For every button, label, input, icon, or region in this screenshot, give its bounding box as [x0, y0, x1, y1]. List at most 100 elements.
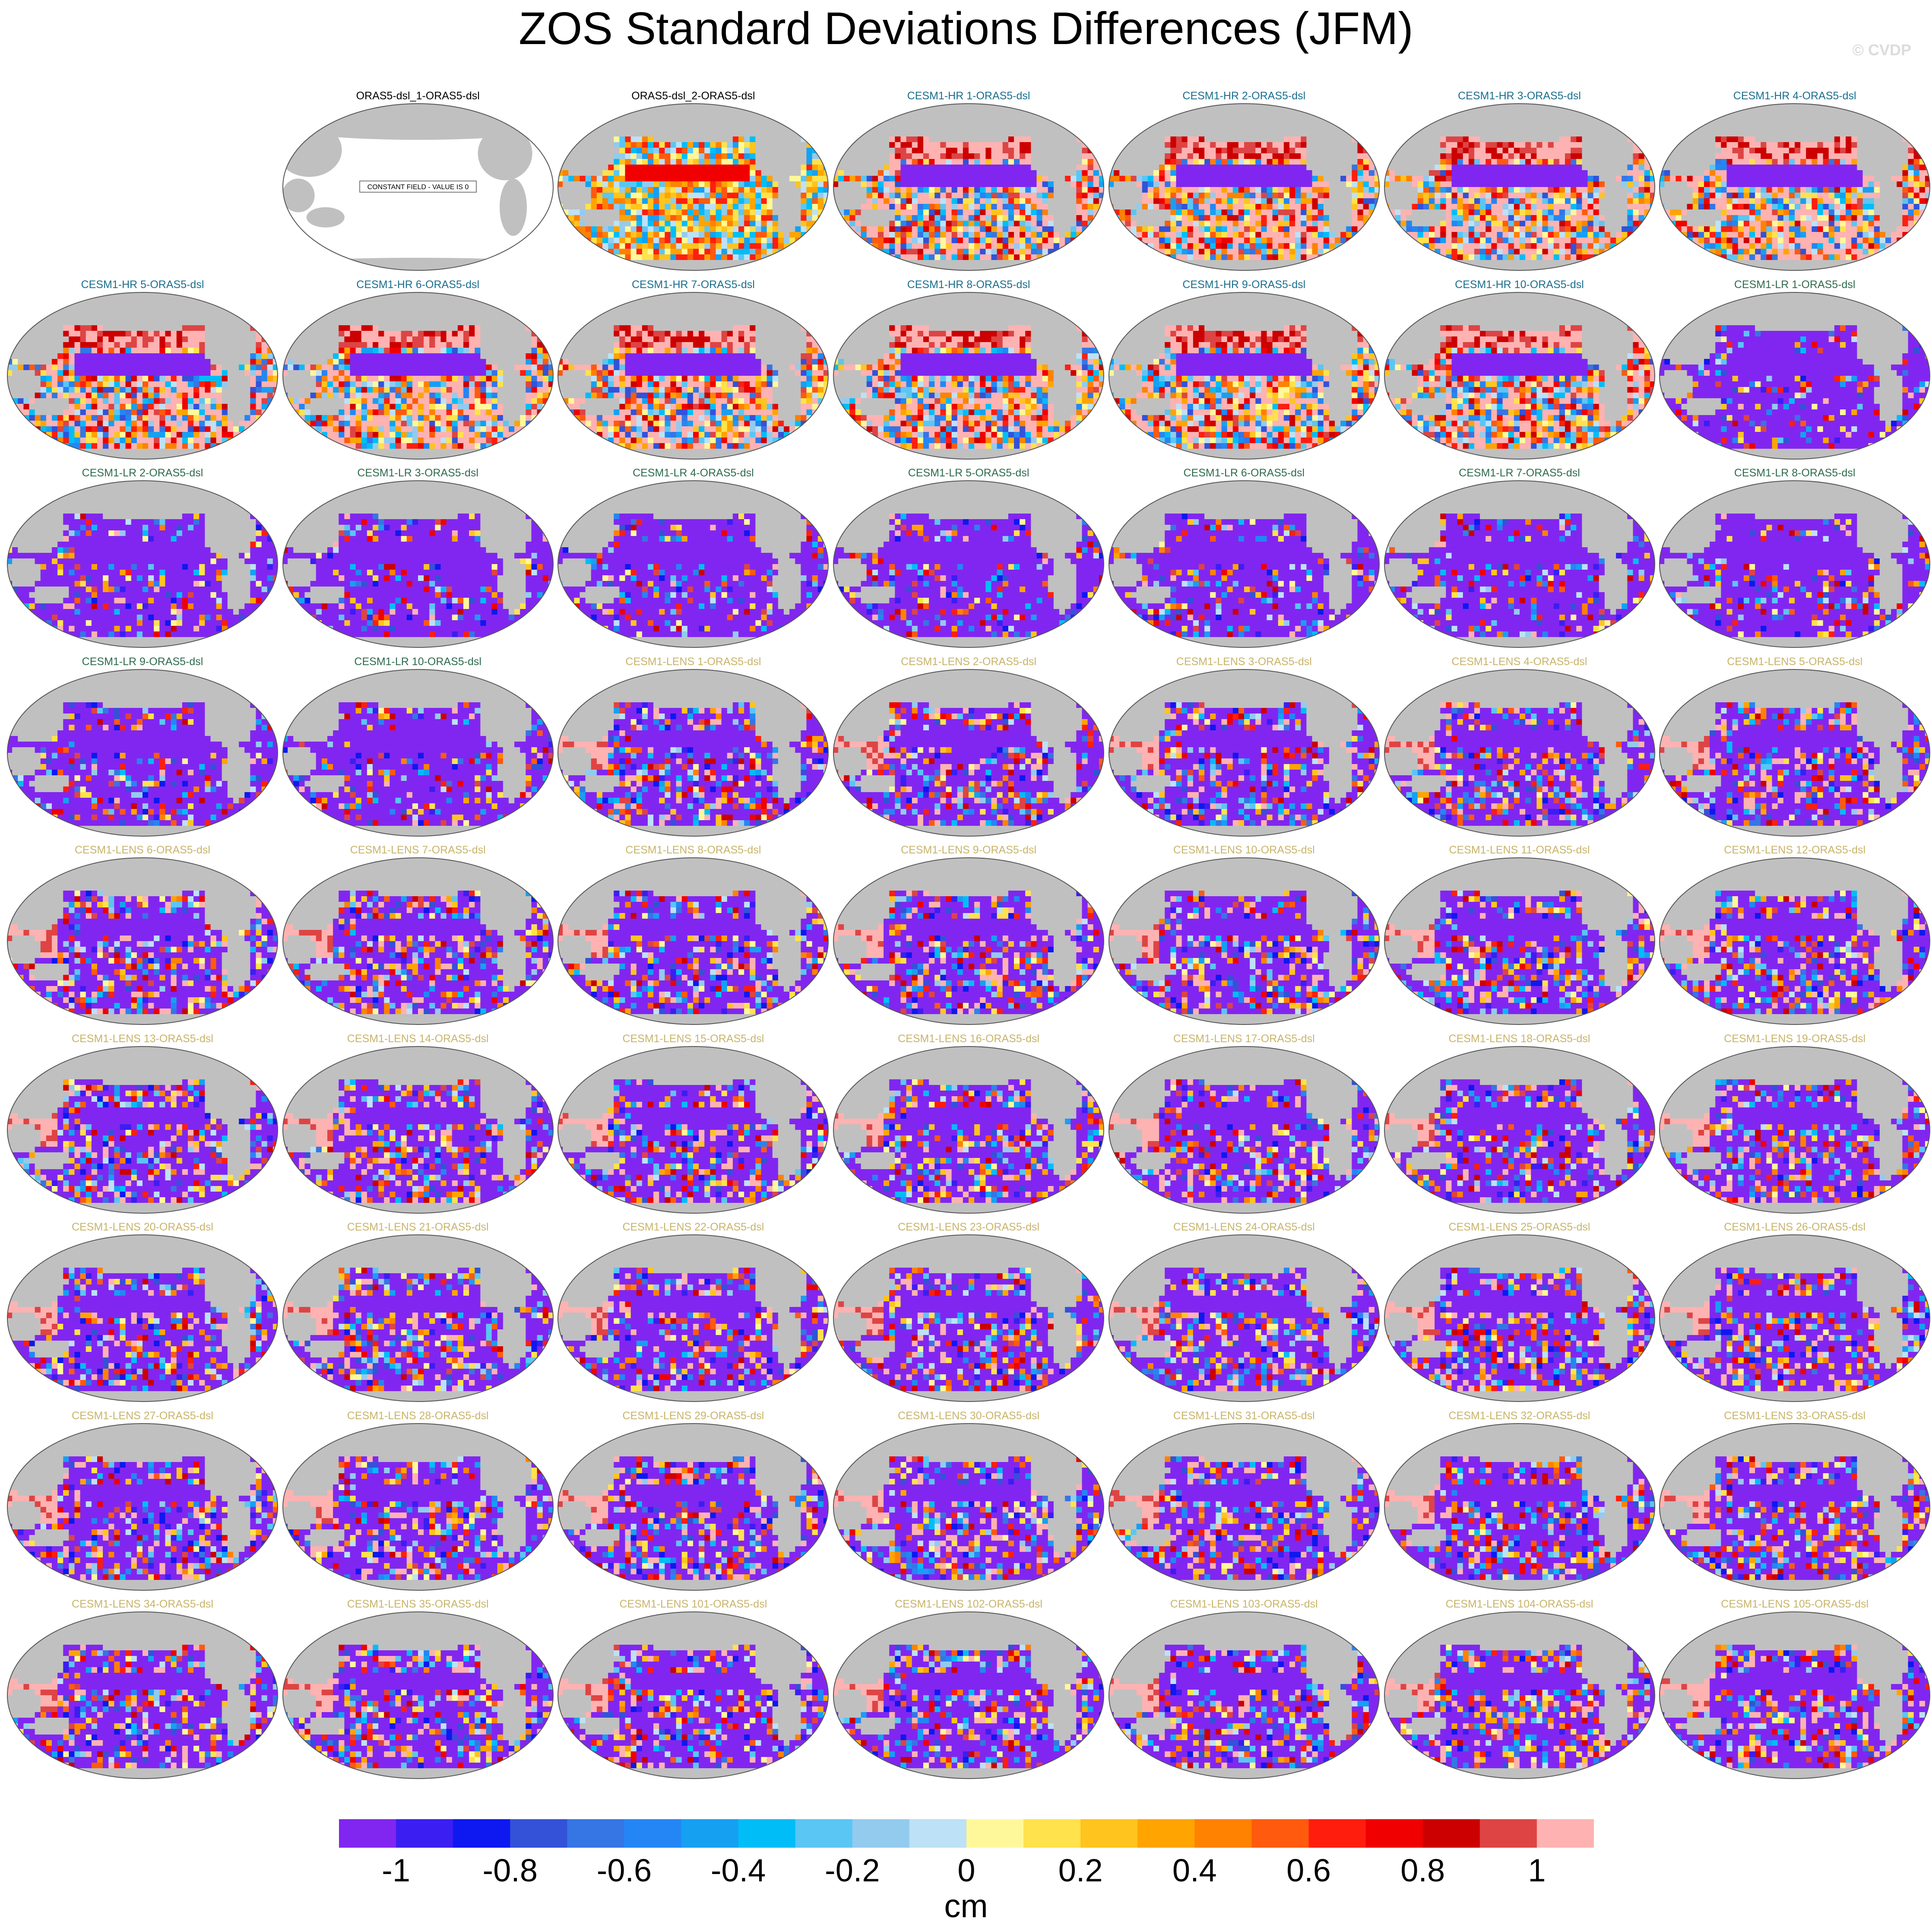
- map-panel: CESM1-LENS 104-ORAS5-dsl: [1384, 1598, 1656, 1779]
- map-panel: CESM1-LENS 12-ORAS5-dsl: [1659, 844, 1931, 1025]
- panel-title: CESM1-LENS 9-ORAS5-dsl: [833, 844, 1105, 856]
- panel-title: CESM1-LENS 103-ORAS5-dsl: [1108, 1598, 1380, 1611]
- map-plot: [1659, 103, 1931, 271]
- map-panel: CESM1-LENS 18-ORAS5-dsl: [1384, 1033, 1656, 1214]
- panel-title: CESM1-LENS 102-ORAS5-dsl: [833, 1598, 1105, 1611]
- map-panel: CESM1-LENS 3-ORAS5-dsl: [1108, 656, 1380, 837]
- map-plot: [833, 669, 1105, 837]
- map-panel: ORAS5-dsl_2-ORAS5-dsl: [557, 90, 829, 271]
- map-plot: [282, 669, 554, 837]
- map-panel: CESM1-LENS 13-ORAS5-dsl: [6, 1033, 279, 1214]
- map-plot: [1659, 1234, 1931, 1402]
- colorbar-swatch: [1023, 1819, 1081, 1848]
- panel-title: CESM1-LENS 21-ORAS5-dsl: [282, 1221, 554, 1234]
- map-panel: CESM1-LENS 19-ORAS5-dsl: [1659, 1033, 1931, 1214]
- map-plot: [833, 1234, 1105, 1402]
- map-plot: [282, 857, 554, 1025]
- map-panel: CESM1-LENS 1-ORAS5-dsl: [557, 656, 829, 837]
- map-plot: [1108, 669, 1380, 837]
- panel-title: CESM1-LR 3-ORAS5-dsl: [282, 467, 554, 479]
- map-plot: [1108, 292, 1380, 460]
- map-plot: [833, 103, 1105, 271]
- map-plot: [1384, 103, 1656, 271]
- map-panel: CESM1-LENS 4-ORAS5-dsl: [1384, 656, 1656, 837]
- map-plot: [1384, 1423, 1656, 1591]
- map-panel: CESM1-LENS 26-ORAS5-dsl: [1659, 1221, 1931, 1402]
- panel-title: CESM1-LENS 2-ORAS5-dsl: [833, 656, 1105, 668]
- panel-title: CESM1-LR 7-ORAS5-dsl: [1384, 467, 1656, 479]
- colorbar: [339, 1819, 1594, 1848]
- map-plot: [557, 1611, 829, 1779]
- land-shape: [282, 258, 554, 271]
- map-panel: CESM1-LR 5-ORAS5-dsl: [833, 467, 1105, 648]
- map-panel: CESM1-LENS 23-ORAS5-dsl: [833, 1221, 1105, 1402]
- panel-title: CESM1-LENS 105-ORAS5-dsl: [1659, 1598, 1931, 1611]
- colorbar-tick-label: 0.2: [1058, 1852, 1103, 1889]
- panel-title: CESM1-HR 9-ORAS5-dsl: [1108, 279, 1380, 291]
- map-panel: CESM1-HR 7-ORAS5-dsl: [557, 279, 829, 460]
- panel-title: CESM1-HR 1-ORAS5-dsl: [833, 90, 1105, 102]
- map-panel: CESM1-LENS 29-ORAS5-dsl: [557, 1410, 829, 1591]
- colorbar-tick-label: 0: [957, 1852, 975, 1889]
- panel-title: CESM1-LENS 27-ORAS5-dsl: [6, 1410, 279, 1422]
- panel-title: CESM1-LR 2-ORAS5-dsl: [6, 467, 279, 479]
- panel-title: CESM1-LENS 7-ORAS5-dsl: [282, 844, 554, 856]
- map-panel: CESM1-LENS 15-ORAS5-dsl: [557, 1033, 829, 1214]
- colorbar-tick-label: -1: [382, 1852, 410, 1889]
- panel-title: CESM1-LENS 23-ORAS5-dsl: [833, 1221, 1105, 1234]
- map-panel: CESM1-HR 8-ORAS5-dsl: [833, 279, 1105, 460]
- colorbar-swatch: [396, 1819, 453, 1848]
- map-panel: CESM1-LR 2-ORAS5-dsl: [6, 467, 279, 648]
- figure-title: ZOS Standard Deviations Differences (JFM…: [0, 3, 1932, 55]
- map-plot: [1384, 1046, 1656, 1214]
- map-panel: CESM1-LR 4-ORAS5-dsl: [557, 467, 829, 648]
- panel-title: CESM1-LR 5-ORAS5-dsl: [833, 467, 1105, 479]
- map-panel: CESM1-LENS 31-ORAS5-dsl: [1108, 1410, 1380, 1591]
- map-plot: [282, 292, 554, 460]
- colorbar-swatch: [453, 1819, 510, 1848]
- panel-title: CESM1-HR 6-ORAS5-dsl: [282, 279, 554, 291]
- colorbar-tick-label: -0.8: [483, 1852, 538, 1889]
- map-plot: [1384, 480, 1656, 648]
- map-panel: CESM1-HR 3-ORAS5-dsl: [1384, 90, 1656, 271]
- panel-title: CESM1-LENS 19-ORAS5-dsl: [1659, 1033, 1931, 1045]
- map-plot: [282, 1423, 554, 1591]
- panel-title: CESM1-LENS 11-ORAS5-dsl: [1384, 844, 1656, 856]
- map-panel: CESM1-LENS 24-ORAS5-dsl: [1108, 1221, 1380, 1402]
- map-panel: CESM1-LENS 101-ORAS5-dsl: [557, 1598, 829, 1779]
- map-panel: CESM1-LENS 20-ORAS5-dsl: [6, 1221, 279, 1402]
- map-plot: [557, 292, 829, 460]
- map-plot: [1659, 669, 1931, 837]
- panel-title: CESM1-LR 4-ORAS5-dsl: [557, 467, 829, 479]
- colorbar-swatch: [1309, 1819, 1366, 1848]
- map-panel: CESM1-LENS 10-ORAS5-dsl: [1108, 844, 1380, 1025]
- map-plot: [833, 857, 1105, 1025]
- panel-title: CESM1-LENS 14-ORAS5-dsl: [282, 1033, 554, 1045]
- map-panel: CESM1-LR 9-ORAS5-dsl: [6, 656, 279, 837]
- panel-title: CESM1-LENS 13-ORAS5-dsl: [6, 1033, 279, 1045]
- map-panel: CESM1-LENS 14-ORAS5-dsl: [282, 1033, 554, 1214]
- panel-title: CESM1-LENS 1-ORAS5-dsl: [557, 656, 829, 668]
- colorbar-swatch: [966, 1819, 1024, 1848]
- colorbar-swatch: [1137, 1819, 1195, 1848]
- map-panel: CESM1-LENS 103-ORAS5-dsl: [1108, 1598, 1380, 1779]
- map-plot: [557, 857, 829, 1025]
- colorbar-swatch: [1366, 1819, 1423, 1848]
- map-plot: [6, 669, 279, 837]
- colorbar-swatch: [567, 1819, 624, 1848]
- map-panel: CESM1-LENS 35-ORAS5-dsl: [282, 1598, 554, 1779]
- panel-title: CESM1-LENS 10-ORAS5-dsl: [1108, 844, 1380, 856]
- map-plot: [557, 1234, 829, 1402]
- colorbar-swatch: [339, 1819, 396, 1848]
- map-panel: CESM1-LR 8-ORAS5-dsl: [1659, 467, 1931, 648]
- panel-title: CESM1-LENS 20-ORAS5-dsl: [6, 1221, 279, 1234]
- map-panel: CESM1-LENS 30-ORAS5-dsl: [833, 1410, 1105, 1591]
- panel-title: CESM1-LR 9-ORAS5-dsl: [6, 656, 279, 668]
- map-plot: [1659, 1046, 1931, 1214]
- map-plot: [1384, 669, 1656, 837]
- colorbar-tick-label: 0.4: [1172, 1852, 1217, 1889]
- map-plot: [1659, 1423, 1931, 1591]
- panel-title: CESM1-HR 2-ORAS5-dsl: [1108, 90, 1380, 102]
- map-plot: [6, 292, 279, 460]
- map-plot: [1108, 103, 1380, 271]
